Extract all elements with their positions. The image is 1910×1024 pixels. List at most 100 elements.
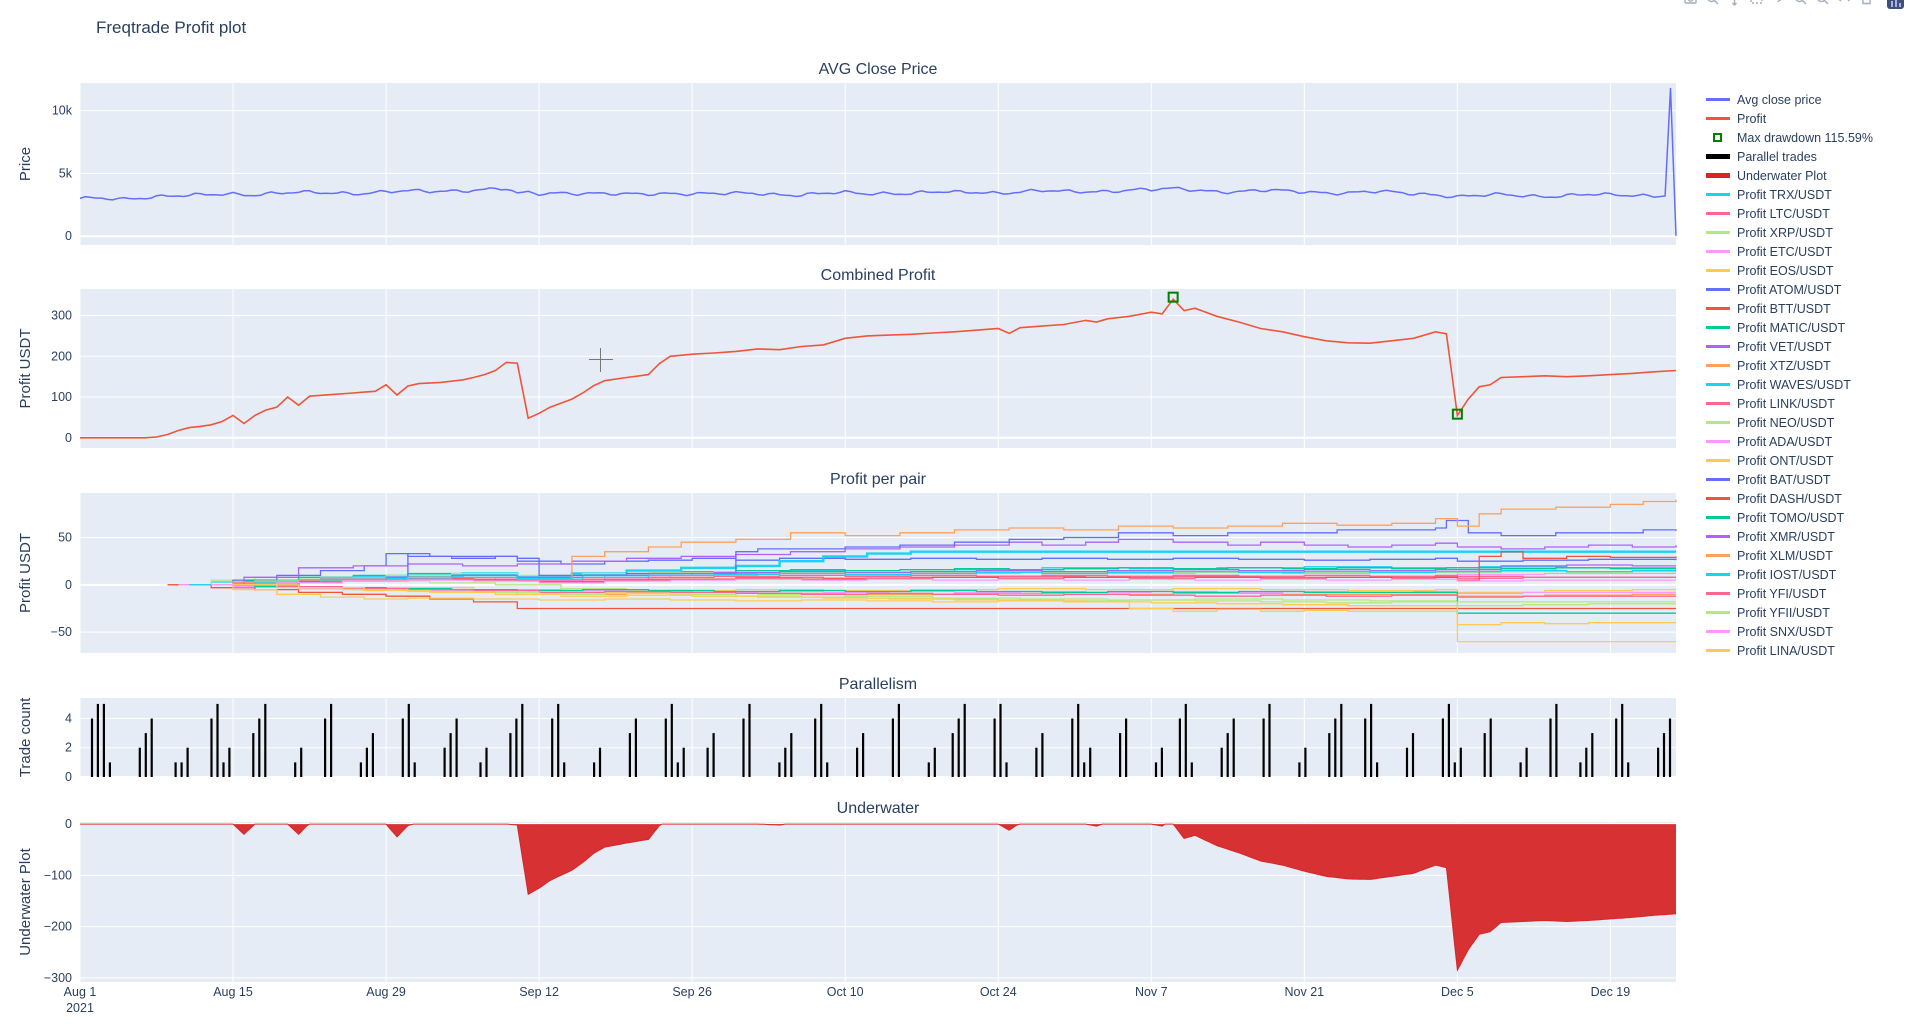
lasso-select-icon[interactable] xyxy=(1771,0,1788,8)
parallel-trades-bar[interactable] xyxy=(856,747,859,777)
legend-item[interactable]: Profit DASH/USDT xyxy=(1706,489,1908,508)
parallel-trades-bar[interactable] xyxy=(252,733,255,777)
series-pair-lina[interactable] xyxy=(233,584,1676,643)
parallel-trades-bar[interactable] xyxy=(993,718,996,778)
legend-item[interactable]: Profit ONT/USDT xyxy=(1706,451,1908,470)
parallel-trades-bar[interactable] xyxy=(1657,747,1660,777)
legend-item[interactable]: Profit ETC/USDT xyxy=(1706,242,1908,261)
series-profit[interactable] xyxy=(80,297,1677,439)
parallel-trades-bar[interactable] xyxy=(222,762,225,777)
legend-item[interactable]: Profit SNX/USDT xyxy=(1706,622,1908,641)
series-pair-tomo[interactable] xyxy=(189,584,1676,614)
legend-item[interactable]: Profit LINK/USDT xyxy=(1706,394,1908,413)
series-pair-yfi[interactable] xyxy=(211,584,1676,598)
parallel-trades-bar[interactable] xyxy=(455,718,458,778)
parallel-trades-bar[interactable] xyxy=(784,747,787,777)
parallel-trades-bar[interactable] xyxy=(485,747,488,777)
series-pair-xlm[interactable] xyxy=(189,499,1677,586)
parallel-trades-bar[interactable] xyxy=(174,762,177,777)
max-drawdown-marker[interactable] xyxy=(1167,291,1179,303)
parallel-trades-bar[interactable] xyxy=(682,747,685,777)
parallel-trades-bar[interactable] xyxy=(1077,703,1080,777)
parallel-trades-bar[interactable] xyxy=(365,747,368,777)
parallel-trades-bar[interactable] xyxy=(897,703,900,777)
legend-item[interactable]: Avg close price xyxy=(1706,90,1908,109)
legend-item[interactable]: Profit XRP/USDT xyxy=(1706,223,1908,242)
parallel-trades-bar[interactable] xyxy=(951,733,954,777)
legend-item[interactable]: Profit IOST/USDT xyxy=(1706,565,1908,584)
parallel-trades-bar[interactable] xyxy=(90,718,94,778)
legend-item[interactable]: Profit EOS/USDT xyxy=(1706,261,1908,280)
parallel-trades-bar[interactable] xyxy=(790,733,793,777)
parallel-trades-bar[interactable] xyxy=(712,733,715,777)
plot-area-3[interactable] xyxy=(80,698,1676,777)
parallel-trades-bar[interactable] xyxy=(1662,733,1666,777)
parallel-trades-bar[interactable] xyxy=(1364,718,1367,778)
parallel-trades-bar[interactable] xyxy=(1370,703,1373,777)
parallel-trades-bar[interactable] xyxy=(1328,733,1331,777)
plot-area-0[interactable] xyxy=(80,83,1676,245)
parallel-trades-bar[interactable] xyxy=(1268,703,1271,777)
plotly-logo-icon[interactable] xyxy=(1887,0,1904,9)
parallel-trades-bar[interactable] xyxy=(1489,718,1492,778)
legend-item[interactable]: Profit xyxy=(1706,109,1908,128)
parallel-trades-bar[interactable] xyxy=(963,703,966,777)
parallel-trades-bar[interactable] xyxy=(563,762,566,777)
parallel-trades-bar[interactable] xyxy=(1119,733,1122,777)
parallel-trades-bar[interactable] xyxy=(1555,703,1558,777)
parallel-trades-bar[interactable] xyxy=(102,703,105,777)
parallel-trades-bar[interactable] xyxy=(664,718,667,778)
parallel-trades-bar[interactable] xyxy=(180,762,183,777)
parallel-trades-bar[interactable] xyxy=(443,747,446,777)
parallel-trades-bar[interactable] xyxy=(186,747,189,777)
legend-item[interactable]: Profit YFI/USDT xyxy=(1706,584,1908,603)
legend-item[interactable]: Profit BAT/USDT xyxy=(1706,470,1908,489)
parallel-trades-bar[interactable] xyxy=(1220,747,1223,777)
parallel-trades-bar[interactable] xyxy=(521,703,524,777)
parallel-trades-bar[interactable] xyxy=(999,703,1002,777)
parallel-trades-bar[interactable] xyxy=(891,718,894,778)
parallel-trades-bar[interactable] xyxy=(1298,762,1301,777)
parallel-trades-bar[interactable] xyxy=(144,733,147,777)
parallel-trades-bar[interactable] xyxy=(1483,733,1486,777)
parallel-trades-bar[interactable] xyxy=(1376,762,1379,777)
series-pair-dash[interactable] xyxy=(211,551,1677,586)
parallel-trades-bar[interactable] xyxy=(742,718,745,778)
parallel-trades-bar[interactable] xyxy=(557,703,560,777)
parallel-trades-bar[interactable] xyxy=(1459,747,1462,777)
parallel-trades-bar[interactable] xyxy=(814,718,817,778)
parallel-trades-bar[interactable] xyxy=(957,718,960,778)
parallel-trades-bar[interactable] xyxy=(509,733,512,777)
parallel-trades-bar[interactable] xyxy=(1405,747,1409,777)
parallel-trades-bar[interactable] xyxy=(927,762,930,777)
parallel-trades-bar[interactable] xyxy=(1549,718,1552,778)
parallel-trades-bar[interactable] xyxy=(1184,703,1187,777)
reset-axes-icon[interactable] xyxy=(1859,0,1876,8)
parallel-trades-bar[interactable] xyxy=(1525,747,1528,777)
parallel-trades-bar[interactable] xyxy=(1447,703,1450,777)
parallel-trades-bar[interactable] xyxy=(449,733,452,777)
legend-item[interactable]: Profit MATIC/USDT xyxy=(1706,318,1908,337)
parallel-trades-bar[interactable] xyxy=(330,703,333,777)
parallel-trades-bar[interactable] xyxy=(628,733,631,777)
legend-item[interactable]: Profit XTZ/USDT xyxy=(1706,356,1908,375)
parallel-trades-bar[interactable] xyxy=(670,703,673,777)
parallel-trades-bar[interactable] xyxy=(1591,733,1594,777)
parallel-trades-bar[interactable] xyxy=(1621,703,1624,777)
parallel-trades-bar[interactable] xyxy=(676,762,679,777)
plot-area-1[interactable] xyxy=(80,289,1676,448)
parallel-trades-bar[interactable] xyxy=(1304,747,1307,777)
parallel-trades-bar[interactable] xyxy=(150,718,153,778)
parallel-trades-bar[interactable] xyxy=(264,703,267,777)
zoom-icon[interactable] xyxy=(1705,0,1722,8)
parallel-trades-bar[interactable] xyxy=(479,762,482,777)
series-pair-eos[interactable] xyxy=(178,584,1676,594)
parallel-trades-bar[interactable] xyxy=(1125,718,1128,778)
legend-item[interactable]: Profit XLM/USDT xyxy=(1706,546,1908,565)
parallel-trades-bar[interactable] xyxy=(258,718,261,778)
parallel-trades-bar[interactable] xyxy=(1585,747,1588,777)
parallel-trades-bar[interactable] xyxy=(933,747,936,777)
legend-item[interactable]: Profit LTC/USDT xyxy=(1706,204,1908,223)
underwater-area[interactable] xyxy=(80,824,1676,971)
parallel-trades-bar[interactable] xyxy=(1232,718,1235,778)
